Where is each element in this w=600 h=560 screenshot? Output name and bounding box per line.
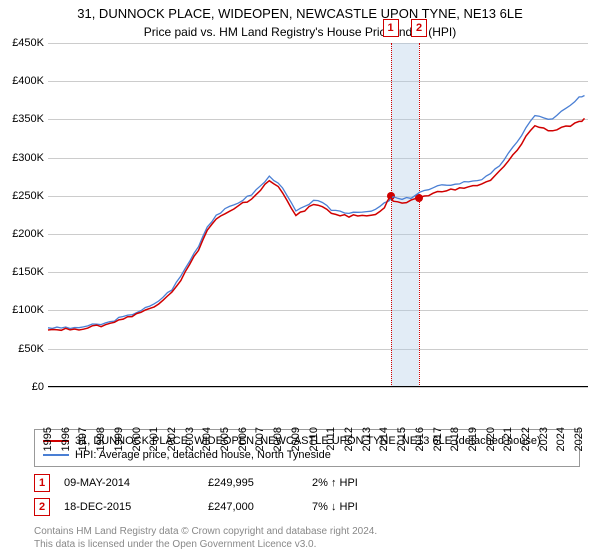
x-axis-label: 2003: [184, 427, 196, 451]
marker-number-box: 1: [383, 19, 399, 37]
x-axis-label: 2020: [485, 427, 497, 451]
x-axis-label: 2012: [343, 427, 355, 451]
x-axis-label: 2008: [272, 427, 284, 451]
transaction-pct: 7% ↓ HPI: [312, 501, 422, 513]
chart-container: 31, DUNNOCK PLACE, WIDEOPEN, NEWCASTLE U…: [0, 0, 600, 560]
x-axis-label: 1999: [113, 427, 125, 451]
chart-subtitle: Price paid vs. HM Land Registry's House …: [0, 23, 600, 43]
x-axis-label: 2022: [520, 427, 532, 451]
transaction-price: £247,000: [208, 501, 298, 513]
x-axis-label: 2018: [449, 427, 461, 451]
transaction-row: 2 18-DEC-2015 £247,000 7% ↓ HPI: [34, 495, 580, 519]
transaction-marker-number: 2: [34, 498, 50, 516]
y-axis-label: £100K: [12, 304, 44, 316]
series-line-property: [48, 118, 585, 330]
x-axis-label: 2013: [361, 427, 373, 451]
plot-area: £0£50K£100K£150K£200K£250K£300K£350K£400…: [48, 43, 588, 387]
transaction-date: 09-MAY-2014: [64, 477, 194, 489]
x-axis-label: 1997: [77, 427, 89, 451]
x-axis-label: 1995: [42, 427, 54, 451]
transaction-table: 1 09-MAY-2014 £249,995 2% ↑ HPI 2 18-DEC-2015…: [34, 471, 580, 519]
footer-line-2: This data is licensed under the Open Gov…: [34, 538, 580, 551]
x-axis-label: 2021: [502, 427, 514, 451]
y-axis-label: £300K: [12, 152, 44, 164]
x-axis-label: 1998: [95, 427, 107, 451]
y-axis-label: £250K: [12, 190, 44, 202]
y-axis-label: £350K: [12, 113, 44, 125]
footer-line-1: Contains HM Land Registry data © Crown c…: [34, 525, 580, 538]
x-axis-label: 2019: [467, 427, 479, 451]
x-axis-label: 2023: [538, 427, 550, 451]
x-axis-label: 2025: [573, 427, 585, 451]
transaction-price: £249,995: [208, 477, 298, 489]
x-axis-label: 2024: [555, 427, 567, 451]
footer: Contains HM Land Registry data © Crown c…: [34, 525, 580, 551]
x-axis-label: 2016: [414, 427, 426, 451]
marker-number-box: 2: [411, 19, 427, 37]
x-axis-label: 2015: [396, 427, 408, 451]
x-axis-label: 2010: [308, 427, 320, 451]
transaction-row: 1 09-MAY-2014 £249,995 2% ↑ HPI: [34, 471, 580, 495]
x-axis-label: 1996: [60, 427, 72, 451]
x-axis-label: 2004: [201, 427, 213, 451]
y-axis-label: £50K: [18, 343, 44, 355]
series-line-hpi: [48, 95, 585, 328]
y-axis-label: £0: [32, 381, 44, 393]
x-axis-label: 2007: [254, 427, 266, 451]
x-axis-label: 2001: [148, 427, 160, 451]
y-axis-label: £150K: [12, 266, 44, 278]
x-axis-label: 2011: [325, 427, 337, 451]
x-axis-label: 2017: [432, 427, 444, 451]
x-axis-labels: 1995199619971998199920002001200220032004…: [48, 387, 588, 423]
chart-title: 31, DUNNOCK PLACE, WIDEOPEN, NEWCASTLE U…: [0, 0, 600, 23]
x-axis-label: 2005: [219, 427, 231, 451]
transaction-pct: 2% ↑ HPI: [312, 477, 422, 489]
x-axis-label: 2000: [131, 427, 143, 451]
transaction-date: 18-DEC-2015: [64, 501, 194, 513]
y-axis-label: £450K: [12, 37, 44, 49]
x-axis-label: 2006: [237, 427, 249, 451]
y-axis-label: £200K: [12, 228, 44, 240]
transaction-marker-number: 1: [34, 474, 50, 492]
x-axis-label: 2014: [378, 427, 390, 451]
legend-swatch: [43, 454, 69, 456]
x-axis-label: 2002: [166, 427, 178, 451]
x-axis-label: 2009: [290, 427, 302, 451]
y-axis-label: £400K: [12, 75, 44, 87]
